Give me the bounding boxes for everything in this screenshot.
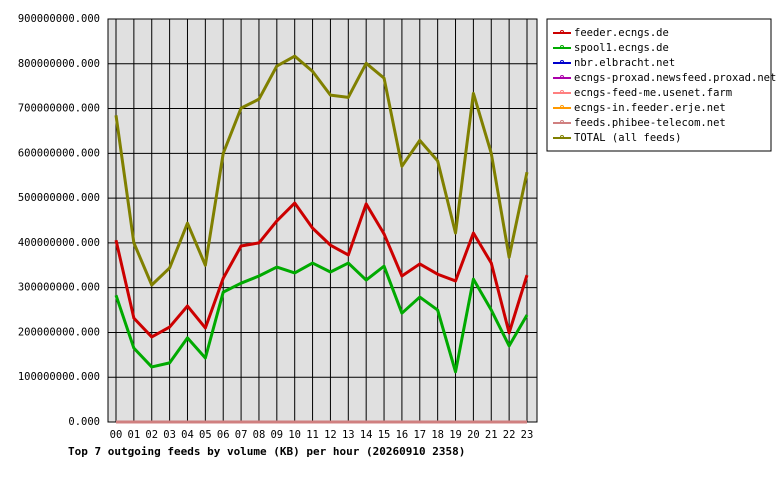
x-tick-label: 05: [199, 429, 212, 441]
y-tick-label: 800000000.000: [18, 58, 100, 70]
legend-marker: [560, 75, 564, 79]
x-tick-label: 18: [431, 429, 444, 441]
x-tick-label: 04: [181, 429, 194, 441]
x-tick-label: 14: [360, 429, 373, 441]
legend-marker: [560, 45, 564, 49]
x-tick-label: 11: [306, 429, 319, 441]
y-tick-label: 300000000.000: [18, 282, 100, 294]
legend-marker: [560, 60, 564, 64]
legend-label: nbr.elbracht.net: [574, 57, 675, 69]
x-tick-label: 23: [521, 429, 534, 441]
legend-label: feeder.ecngs.de: [574, 27, 669, 39]
y-tick-label: 0.000: [68, 416, 100, 428]
x-tick-label: 16: [396, 429, 409, 441]
x-tick-label: 17: [413, 429, 426, 441]
x-tick-label: 13: [342, 429, 355, 441]
x-tick-label: 06: [217, 429, 230, 441]
legend-label: ecngs-in.feeder.erje.net: [574, 102, 726, 114]
y-tick-label: 200000000.000: [18, 326, 100, 338]
x-tick-label: 15: [378, 429, 391, 441]
legend-marker: [560, 135, 564, 139]
y-tick-label: 700000000.000: [18, 103, 100, 115]
x-tick-label: 07: [235, 429, 248, 441]
series-line: [114, 54, 529, 287]
x-tick-label: 20: [467, 429, 480, 441]
x-tick-label: 03: [163, 429, 176, 441]
legend-marker: [560, 30, 564, 34]
y-tick-label: 400000000.000: [18, 237, 100, 249]
y-tick-label: 600000000.000: [18, 147, 100, 159]
y-tick-label: 900000000.000: [18, 13, 100, 25]
chart-title: Top 7 outgoing feeds by volume (KB) per …: [68, 445, 465, 458]
legend-marker: [560, 120, 564, 124]
x-tick-label: 02: [145, 429, 158, 441]
series-line: [114, 261, 529, 374]
y-tick-label: 100000000.000: [18, 371, 100, 383]
legend: [546, 18, 772, 152]
legend-label: TOTAL (all feeds): [574, 132, 681, 144]
x-tick-label: 08: [253, 429, 266, 441]
legend-marker: [560, 105, 564, 109]
x-tick-label: 22: [503, 429, 516, 441]
legend-label: feeds.phibee-telecom.net: [574, 117, 726, 129]
x-tick-label: 10: [288, 429, 301, 441]
legend-label: spool1.ecngs.de: [574, 42, 669, 54]
x-tick-label: 00: [110, 429, 123, 441]
x-tick-label: 21: [485, 429, 498, 441]
x-tick-label: 01: [128, 429, 141, 441]
legend-marker: [560, 90, 564, 94]
y-tick-label: 500000000.000: [18, 192, 100, 204]
series-line: [114, 201, 529, 339]
legend-label: ecngs-proxad.newsfeed.proxad.net: [574, 72, 776, 84]
x-tick-label: 12: [324, 429, 337, 441]
x-tick-label: 09: [270, 429, 283, 441]
x-tick-label: 19: [449, 429, 462, 441]
legend-label: ecngs-feed-me.usenet.farm: [574, 87, 732, 99]
